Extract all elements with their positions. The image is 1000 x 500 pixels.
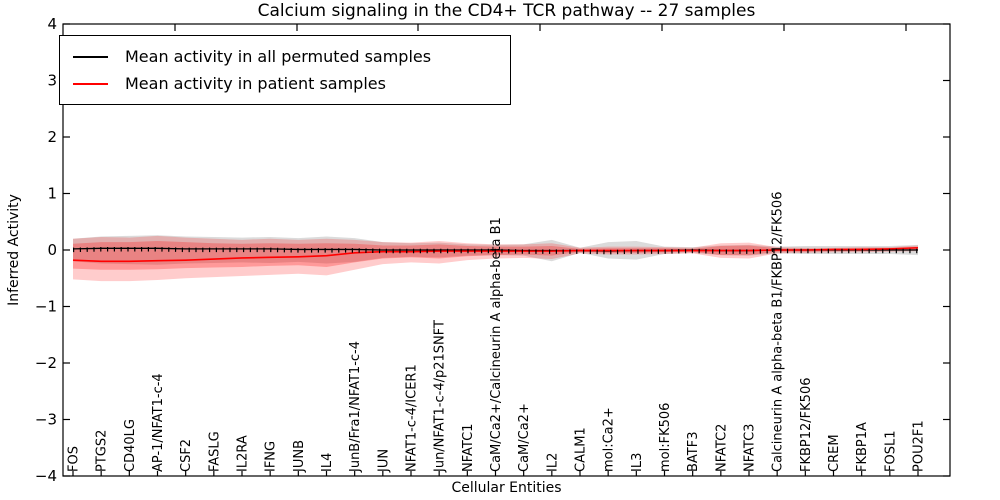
x-tick-label: mol:Ca2+ <box>602 407 617 472</box>
legend-line-permuted-icon <box>73 55 108 58</box>
x-tick-label: IL2 <box>545 453 560 472</box>
chart-title: Calcium signaling in the CD4+ TCR pathwa… <box>257 1 756 21</box>
x-tick-label: NFATC1 <box>461 424 476 472</box>
x-tick-label: POU2F1 <box>912 420 927 472</box>
x-tick-label: NFATC2 <box>714 424 729 472</box>
y-tick-label: 3 <box>47 72 57 90</box>
x-tick-label: JUN <box>376 449 391 473</box>
y-tick-label: 1 <box>47 185 57 203</box>
y-tick-label: 2 <box>47 128 57 146</box>
x-tick-label: JunB/Fra1/NFAT1-c-4 <box>348 341 363 473</box>
x-tick-label: IL2RA <box>236 435 251 472</box>
x-tick-label: CALM1 <box>574 427 589 472</box>
x-tick-label: CD40LG <box>123 419 138 472</box>
x-tick-label: JUNB <box>292 440 307 473</box>
y-tick-label: −3 <box>35 411 57 429</box>
x-tick-label: mol:FK506 <box>658 403 673 472</box>
x-tick-label: Calcineurin A alpha-beta B1/FKBP12/FK506 <box>771 192 786 472</box>
x-tick-label: FOSL1 <box>883 431 898 472</box>
legend-line-patient-icon <box>73 82 108 85</box>
x-tick-label: CaM/Ca2+/Calcineurin A alpha-beta B1 <box>489 217 504 472</box>
x-tick-label: Jun/NFAT1-c-4/p21SNFT <box>433 320 448 473</box>
x-tick-label: BATF3 <box>686 432 701 473</box>
y-tick-label: 4 <box>47 15 57 33</box>
x-tick-label: FKBP1A <box>855 422 870 472</box>
legend-item-permuted: Mean activity in all permuted samples <box>73 43 500 70</box>
x-tick-label: PTGS2 <box>95 430 110 472</box>
x-tick-label: CaM/Ca2+ <box>517 403 532 472</box>
x-tick-label: CREM <box>827 434 842 472</box>
x-tick-label: FASLG <box>207 431 222 472</box>
x-tick-label: IFNG <box>264 441 279 472</box>
legend: Mean activity in all permuted samples Me… <box>59 35 511 105</box>
x-tick-label: IL4 <box>320 453 335 472</box>
legend-label-permuted: Mean activity in all permuted samples <box>125 47 432 66</box>
y-tick-label: −4 <box>35 467 57 485</box>
x-tick-label: IL3 <box>630 453 645 472</box>
y-tick-label: −1 <box>35 298 57 316</box>
legend-item-patient: Mean activity in patient samples <box>73 70 500 97</box>
x-tick-label: FOS <box>67 446 82 472</box>
x-tick-label: NFAT1-c-4/ICER1 <box>405 364 420 472</box>
x-tick-label: NFATC3 <box>743 424 758 472</box>
x-tick-label: FKBP12/FK506 <box>799 378 814 473</box>
y-tick-label: 0 <box>47 241 57 259</box>
y-tick-label: −2 <box>35 354 57 372</box>
patient-outer-band <box>73 235 918 282</box>
x-axis-label: Cellular Entities <box>451 480 562 496</box>
dashed-overlay-line <box>72 247 918 255</box>
x-tick-label: CSF2 <box>179 439 194 472</box>
legend-label-patient: Mean activity in patient samples <box>125 74 386 93</box>
x-tick-label: AP-1/NFAT1-c-4 <box>151 373 166 472</box>
